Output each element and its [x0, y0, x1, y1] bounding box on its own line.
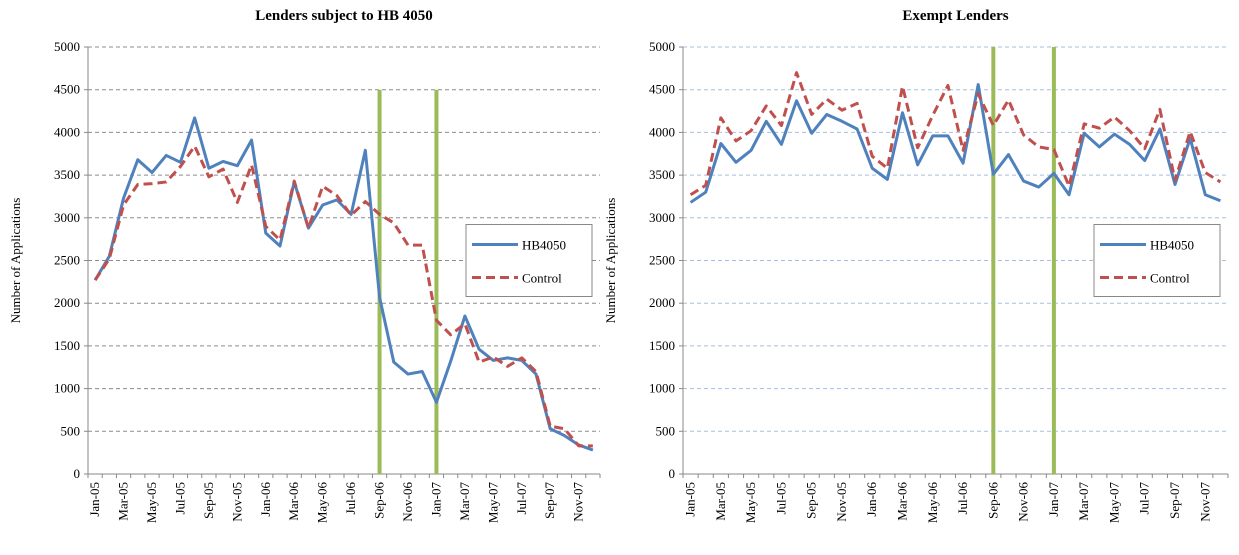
legend-box	[1093, 224, 1221, 297]
y-tick-label: 3000	[649, 210, 675, 225]
x-tick-label: Jul-07	[1137, 482, 1152, 515]
x-tick-label: Nov-07	[1197, 482, 1212, 522]
y-tick-label: 1000	[649, 381, 675, 396]
y-tick-label: 5000	[649, 39, 675, 54]
legend-label: Control	[522, 271, 562, 286]
x-tick-label: Mar-07	[1076, 482, 1091, 521]
y-tick-label: 4500	[649, 82, 675, 97]
x-tick-label: Jul-07	[514, 482, 529, 515]
x-tick-label: Mar-07	[457, 482, 472, 521]
y-tick-label: 4000	[649, 124, 675, 139]
x-tick-label: Jul-06	[955, 482, 970, 515]
y-tick-label: 1000	[54, 381, 80, 396]
x-tick-label: May-07	[485, 482, 500, 524]
x-tick-label: May-07	[1106, 482, 1121, 524]
x-tick-label: Nov-06	[1016, 482, 1031, 522]
y-tick-label: 500	[61, 423, 81, 438]
y-tick-label: 0	[669, 466, 676, 481]
x-tick-label: Nov-05	[834, 482, 849, 522]
y-tick-label: 1500	[54, 338, 80, 353]
x-tick-label: Nov-05	[229, 482, 244, 522]
legend-label: Control	[1150, 271, 1190, 286]
y-tick-label: 4000	[54, 124, 80, 139]
y-tick-label: 3500	[649, 167, 675, 182]
y-tick-label: 3500	[54, 167, 80, 182]
chart-title: Lenders subject to HB 4050	[255, 8, 433, 24]
y-tick-label: 500	[656, 423, 676, 438]
x-tick-label: Sep-07	[542, 482, 557, 519]
series-line	[93, 144, 593, 448]
x-tick-label: Sep-07	[1167, 482, 1182, 519]
x-tick-label: Jul-05	[172, 482, 187, 515]
x-tick-label: Sep-06	[985, 482, 1000, 519]
x-tick-label: May-06	[315, 482, 330, 524]
chart-title: Exempt Lenders	[902, 8, 1008, 24]
x-tick-label: Jul-06	[343, 482, 358, 515]
x-tick-label: Mar-06	[895, 482, 910, 521]
y-tick-label: 0	[74, 466, 81, 481]
y-tick-label: 4500	[54, 82, 80, 97]
x-tick-label: Jan-07	[428, 482, 443, 517]
x-tick-label: Sep-05	[804, 482, 819, 519]
series-line	[689, 71, 1222, 197]
x-tick-label: Mar-06	[286, 482, 301, 521]
legend-box	[465, 224, 593, 297]
y-tick-label: 5000	[54, 39, 80, 54]
y-axis-label: Number of Applications	[8, 198, 23, 324]
x-tick-label: Mar-05	[116, 482, 131, 521]
x-tick-label: Mar-05	[713, 482, 728, 521]
series-line	[689, 83, 1221, 204]
x-tick-label: Jan-05	[683, 482, 698, 517]
y-tick-label: 1500	[649, 338, 675, 353]
y-tick-label: 2000	[649, 295, 675, 310]
legend-label: HB4050	[1150, 238, 1194, 253]
x-tick-label: May-06	[925, 482, 940, 524]
x-tick-label: May-05	[743, 482, 758, 523]
x-tick-label: Jul-05	[773, 482, 788, 515]
y-tick-label: 2500	[649, 253, 675, 268]
x-tick-label: Jan-05	[87, 482, 102, 517]
x-tick-label: Jan-06	[258, 482, 273, 517]
y-tick-label: 2500	[54, 253, 80, 268]
x-tick-label: Nov-07	[571, 482, 586, 522]
x-tick-label: Sep-06	[372, 482, 387, 519]
y-tick-label: 2000	[54, 295, 80, 310]
y-tick-label: 3000	[54, 210, 80, 225]
y-axis-label: Number of Applications	[603, 198, 618, 324]
x-tick-label: Jan-07	[1046, 482, 1061, 517]
x-tick-label: Jan-06	[864, 482, 879, 517]
x-tick-label: May-05	[144, 482, 159, 523]
legend-label: HB4050	[522, 238, 566, 253]
x-tick-label: Nov-06	[400, 482, 415, 522]
x-tick-label: Sep-05	[201, 482, 216, 519]
